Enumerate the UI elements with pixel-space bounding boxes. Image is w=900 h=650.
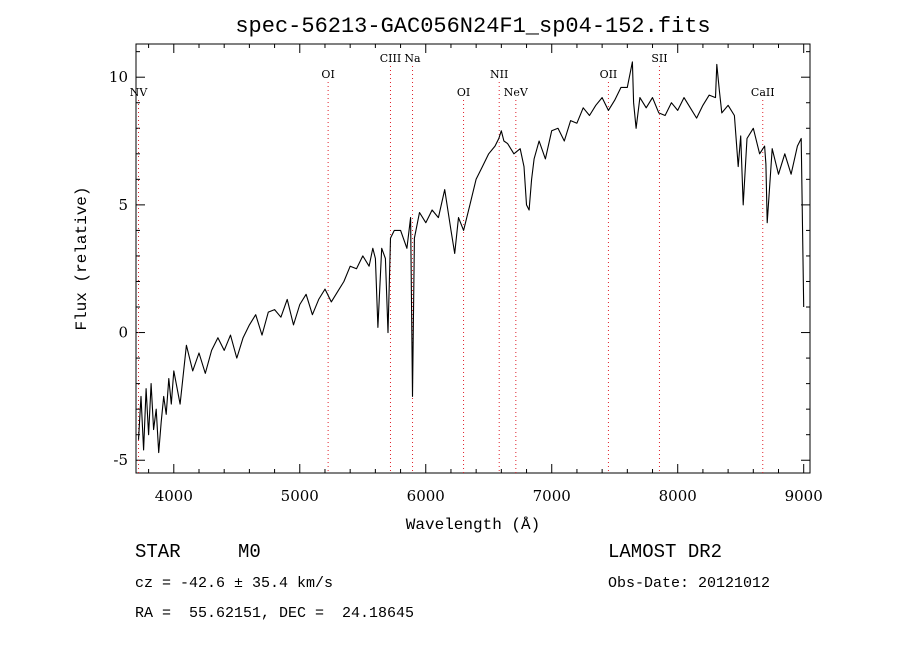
redshift-label: cz = -42.6 ± 35.4 km/s xyxy=(135,575,334,592)
line-marker-label-oii: OII xyxy=(600,68,618,81)
line-marker-label-nii: NII xyxy=(490,68,508,81)
plot-frame xyxy=(135,43,811,474)
x-tick-label: 9000 xyxy=(785,487,823,505)
line-marker-label-nev: NeV xyxy=(504,86,529,99)
y-axis-label: Flux (relative) xyxy=(73,186,91,330)
obs-date-label: Obs-Date: 20121012 xyxy=(608,575,771,592)
x-tick-label: 6000 xyxy=(407,487,445,505)
y-tick-label: -5 xyxy=(113,451,128,469)
x-tick-label: 4000 xyxy=(155,487,193,505)
y-tick-label: 10 xyxy=(109,68,128,86)
x-axis-label: Wavelength (Å) xyxy=(406,516,540,534)
line-marker-label-sii: SII xyxy=(651,52,667,65)
x-tick-label: 7000 xyxy=(533,487,571,505)
line-marker-label-na: Na xyxy=(404,52,421,65)
line-marker-label-caii: CaII xyxy=(751,86,775,99)
chart-title: spec-56213-GAC056N24F1_sp04-152.fits xyxy=(235,14,710,39)
survey-name: LAMOST DR2 xyxy=(608,541,723,563)
object-subclass: M0 xyxy=(238,541,261,563)
line-marker-label-oi: OI xyxy=(321,68,334,81)
line-marker-label-nv: NV xyxy=(130,86,149,99)
y-tick-label: 0 xyxy=(118,324,128,342)
coordinates-label: RA = 55.62151, DEC = 24.18645 xyxy=(135,605,415,622)
spectrum-series xyxy=(137,61,805,454)
line-marker-label-oi: OI xyxy=(457,86,470,99)
line-marker-label-ciii: CIII xyxy=(380,52,401,65)
x-tick-label: 8000 xyxy=(659,487,697,505)
object-class: STAR xyxy=(135,541,181,563)
x-tick-label: 5000 xyxy=(281,487,319,505)
y-tick-label: 5 xyxy=(118,196,128,214)
